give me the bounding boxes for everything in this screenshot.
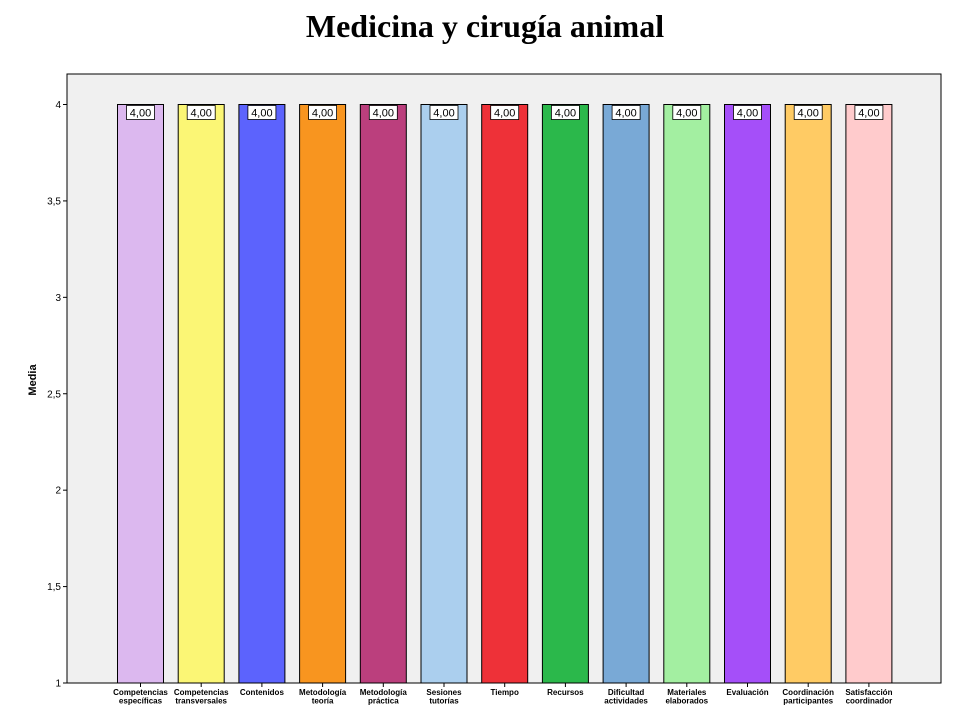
data-label: 4,00: [615, 108, 636, 120]
data-label-box: [368, 105, 398, 120]
bar: [602, 104, 650, 684]
x-axis: Competencias específicas Competencias trans…: [113, 683, 893, 706]
x-tick-label: Recursos: [547, 688, 584, 697]
bar: [663, 104, 711, 684]
x-tick-label: Competencias específicas: [113, 688, 168, 706]
x-tick-label: Materiales elaborados: [665, 688, 708, 706]
data-label: 4,00: [494, 108, 515, 120]
x-tick-label: Metodología teoría: [299, 688, 347, 706]
y-axis-title: Media: [27, 364, 39, 396]
data-label-box: [308, 105, 338, 120]
bar: [238, 104, 286, 684]
data-label: 4,00: [737, 108, 758, 120]
y-tick-label: 2,5: [47, 389, 61, 400]
data-label: 4,00: [373, 108, 394, 120]
data-label-box: [186, 105, 216, 120]
y-tick-label: 1: [55, 679, 61, 690]
bar: [784, 104, 832, 684]
data-label-box: [611, 105, 641, 120]
data-label-box: [429, 105, 459, 120]
bar: [481, 104, 529, 684]
data-label: 4,00: [433, 108, 454, 120]
bar: [117, 104, 164, 684]
y-tick-label: 3: [55, 293, 61, 304]
x-tick-label: Coordinación participantes: [782, 688, 834, 706]
x-tick-label: Contenidos: [240, 688, 285, 697]
data-label-box: [247, 105, 277, 120]
x-tick-label: Tiempo: [491, 688, 519, 697]
bar: [845, 104, 893, 684]
bar: [359, 104, 407, 684]
data-label-box: [672, 105, 702, 120]
x-tick-label: Competencias transversales: [174, 688, 229, 706]
bar: [177, 104, 225, 684]
y-tick-label: 1,5: [47, 582, 61, 593]
data-label: 4,00: [676, 108, 697, 120]
y-tick-label: 2: [55, 486, 61, 497]
bar: [420, 104, 468, 684]
y-tick-label: 3,5: [47, 196, 61, 207]
data-label: 4,00: [555, 108, 576, 120]
data-label: 4,00: [797, 108, 818, 120]
data-label-box: [793, 105, 823, 120]
x-tick-label: Dificultad actividades: [604, 688, 648, 706]
y-axis: 1 1,5 2 2,5 3 3,5 4: [47, 100, 67, 690]
chart-title: Medicina y cirugía animal: [305, 8, 665, 44]
data-label: 4,00: [251, 108, 272, 120]
x-tick-label: Evaluación: [726, 688, 768, 697]
y-tick-label: 4: [55, 100, 61, 111]
bar: [541, 104, 589, 684]
bars: 4,00 4,00 4,00 4,00 4,00 4,00 4,00 4,00 4,00 4,00…: [117, 104, 893, 684]
data-label: 4,00: [190, 108, 211, 120]
data-label-box: [854, 105, 884, 120]
data-label-box: [490, 105, 520, 120]
x-tick-label: Sesiones tutorías: [426, 688, 462, 706]
data-label-box: [733, 105, 762, 120]
bar: [724, 104, 771, 684]
bar: [299, 104, 347, 684]
x-tick-label: Satisfacción coordinador: [845, 688, 892, 706]
data-label-box: [126, 105, 155, 120]
data-label: 4,00: [130, 108, 151, 120]
data-label: 4,00: [312, 108, 333, 120]
x-tick-label: Metodología práctica: [360, 688, 408, 706]
data-label-box: [551, 105, 580, 120]
data-label: 4,00: [858, 108, 879, 120]
